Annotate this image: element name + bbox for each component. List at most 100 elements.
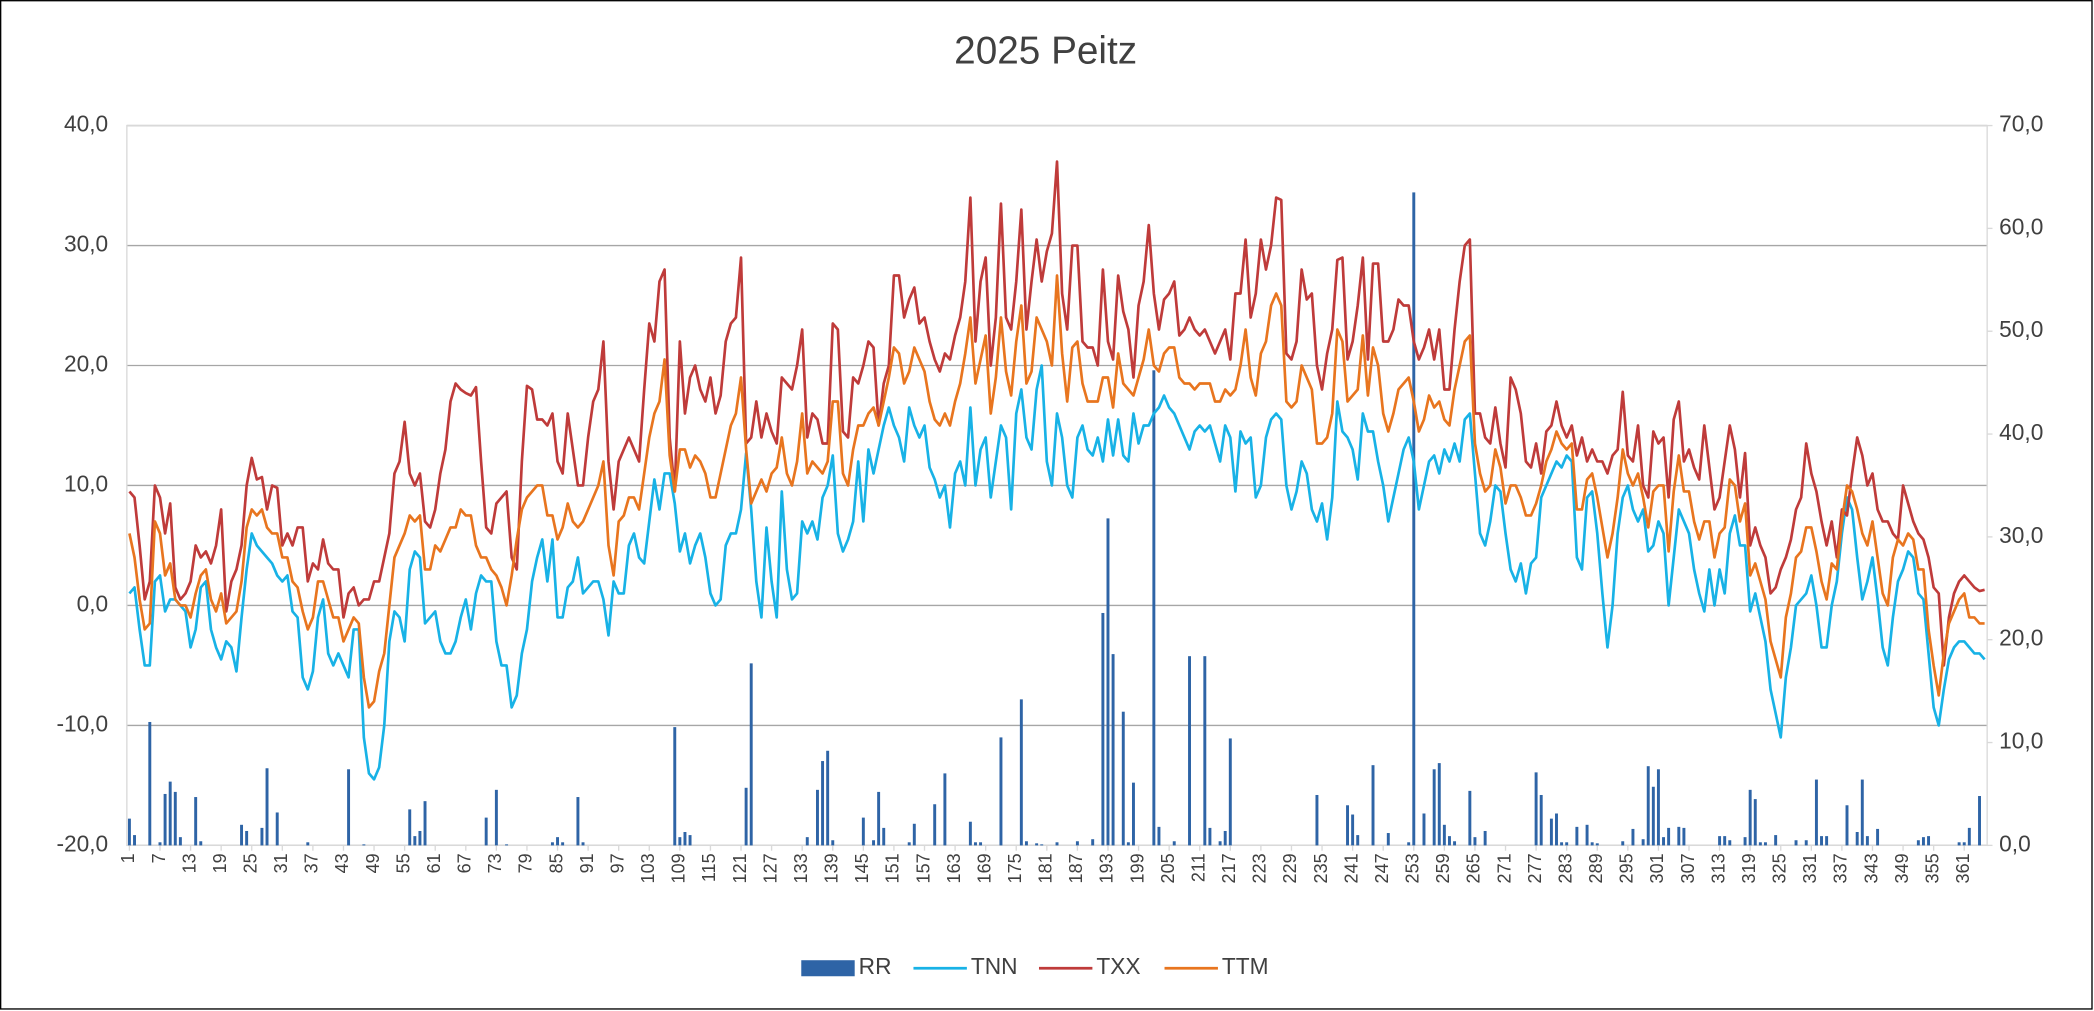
legend-label: RR — [859, 953, 892, 979]
bar — [1101, 612, 1105, 846]
bar — [1188, 656, 1191, 846]
bar — [805, 837, 809, 846]
bar — [1585, 824, 1589, 846]
bar — [1040, 844, 1044, 846]
x-tick-label: 19 — [210, 853, 230, 873]
bar — [1967, 827, 1971, 846]
bar — [423, 801, 427, 846]
bar — [1962, 842, 1966, 846]
chart-title: 2025 Peitz — [954, 30, 1137, 73]
bar — [1106, 518, 1110, 846]
x-tick-label: 157 — [913, 853, 933, 883]
x-tick-label: 229 — [1280, 853, 1300, 883]
bar — [265, 768, 269, 846]
plot-area: -20,0 -10,0 0,0 10,0 20,0 30,0 40,0 0,0 10,0 20,0… — [56, 111, 2043, 884]
y-tick-label: 40,0 — [64, 111, 108, 137]
bar — [561, 842, 565, 846]
x-tick-label: 103 — [638, 853, 658, 883]
bar — [1024, 841, 1028, 846]
bar — [347, 769, 351, 846]
bar — [1121, 711, 1125, 846]
bar — [872, 840, 876, 846]
bar — [1407, 842, 1411, 846]
bar — [1651, 786, 1655, 846]
bar — [749, 663, 753, 846]
y-tick-label: 30,0 — [64, 231, 108, 257]
bar — [1621, 841, 1625, 846]
y2-tick-label: 0,0 — [1999, 830, 2031, 856]
x-tick-label: 319 — [1739, 853, 1759, 883]
bar — [1774, 835, 1778, 846]
bar — [1437, 763, 1441, 846]
x-tick-label: 265 — [1464, 853, 1484, 883]
bar — [1035, 843, 1039, 846]
bar — [1126, 842, 1130, 846]
bar — [1667, 827, 1671, 846]
bar — [199, 841, 203, 846]
bar — [1957, 842, 1961, 846]
y2-tick-label: 30,0 — [1999, 522, 2043, 548]
bar — [1595, 843, 1599, 846]
x-tick-label: 97 — [607, 853, 627, 873]
bar — [1539, 794, 1543, 846]
bar — [1646, 766, 1650, 846]
bar — [1743, 837, 1747, 846]
x-tick-label: 301 — [1647, 853, 1667, 883]
bar — [163, 793, 167, 846]
x-tick-label: 289 — [1586, 853, 1606, 883]
bar — [1555, 813, 1558, 846]
x-tick-label: 13 — [179, 853, 199, 873]
bar — [999, 737, 1003, 846]
bar — [1758, 842, 1762, 846]
bar — [968, 821, 972, 846]
x-tick-label: 355 — [1922, 853, 1942, 883]
x-tick-label: 343 — [1861, 853, 1881, 883]
line — [128, 364, 1986, 781]
bar — [1111, 654, 1115, 846]
bar — [688, 835, 692, 846]
y-tick-label: 20,0 — [64, 350, 108, 376]
x-tick-label: 61 — [424, 853, 444, 873]
bar — [245, 830, 249, 846]
bar — [1575, 826, 1579, 846]
x-tick-label: 331 — [1800, 853, 1820, 883]
bar — [973, 842, 977, 846]
x-tick-label: 169 — [974, 853, 994, 883]
bar — [306, 842, 310, 846]
x-tick-label: 73 — [485, 853, 505, 873]
bar — [1218, 841, 1222, 846]
bar — [1753, 799, 1757, 846]
bar — [1656, 769, 1660, 846]
bar — [494, 789, 498, 846]
bar — [1473, 837, 1477, 846]
x-tick-label: 91 — [577, 853, 597, 873]
bar — [1855, 832, 1859, 846]
bar — [168, 781, 172, 846]
bar — [576, 797, 580, 846]
x-tick-label: 361 — [1953, 853, 1973, 883]
bar — [1860, 779, 1864, 846]
x-tick-label: 139 — [822, 853, 842, 883]
x-tick-label: 145 — [852, 853, 872, 883]
x-tick-label: 121 — [730, 853, 750, 883]
legend-label: TNN — [971, 953, 1018, 979]
bar — [1453, 841, 1457, 846]
x-tick-label: 223 — [1250, 853, 1270, 883]
bar — [877, 791, 881, 846]
bar — [1356, 835, 1360, 846]
bar — [1447, 836, 1451, 846]
x-tick-label: 175 — [1005, 853, 1025, 883]
bar — [1157, 826, 1161, 846]
x-tick-label: 31 — [271, 853, 291, 873]
x-tick-label: 49 — [363, 853, 383, 873]
bar — [933, 804, 937, 846]
bar — [133, 835, 136, 846]
x-tick-label: 85 — [546, 853, 566, 873]
x-tick-label: 337 — [1831, 853, 1851, 883]
bar — [158, 842, 162, 846]
bar — [1442, 824, 1446, 846]
x-tick-label: 277 — [1525, 853, 1545, 883]
bar — [1590, 842, 1594, 846]
bar — [1172, 841, 1176, 846]
